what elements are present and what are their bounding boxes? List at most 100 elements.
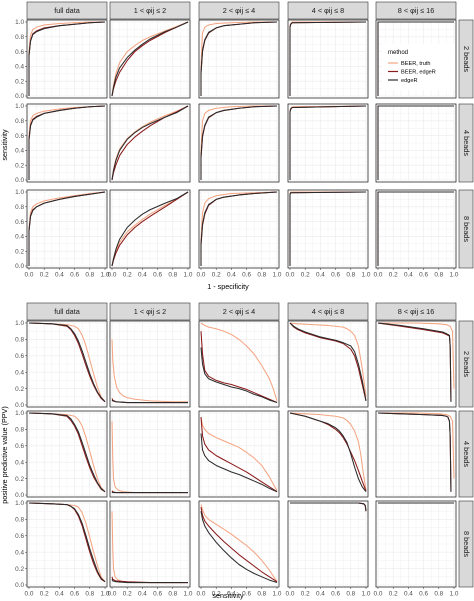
facet-strip-row-label: 8 beads <box>462 216 471 242</box>
facet-strip-col-label: 2 < φij ≤ 4 <box>223 307 255 316</box>
x-tick-label: 0.8 <box>434 591 443 598</box>
x-tick-label: 0.4 <box>404 591 413 598</box>
x-tick-label: 0.4 <box>227 272 236 279</box>
y-tick-label: 1.0 <box>15 189 24 196</box>
panel-border <box>287 189 369 269</box>
x-tick-label: 1.0 <box>184 591 193 598</box>
facet-strip-col-label: full data <box>54 307 80 316</box>
x-tick-label: 0.2 <box>301 272 310 279</box>
facet-strip-row <box>458 103 474 183</box>
y-tick-label: 0.4 <box>15 234 24 241</box>
series-line <box>111 339 188 403</box>
facet-strip-col <box>287 1 369 20</box>
facet-strip-col-label: 2 < φij ≤ 4 <box>223 6 255 15</box>
series-line <box>111 105 189 181</box>
facet-strip-col-label: 1 < φij ≤ 2 <box>134 307 166 316</box>
facet-strip-row <box>458 500 474 588</box>
y-tick-label: 0.2 <box>15 566 24 573</box>
facet-panel: 0.0 0.2 0.4 0.6 0.8 1.0 0.0 0.2 0.4 0.6 0.8 1.0 <box>15 500 110 597</box>
facet-panel: 0.0 0.2 0.4 0.6 0.8 1.0 <box>15 103 108 184</box>
series-line <box>28 502 106 583</box>
facet-panel <box>109 320 191 408</box>
series-line <box>289 322 367 397</box>
x-tick-label: 0.4 <box>316 272 325 279</box>
x-tick-label: 0.6 <box>70 591 79 598</box>
x-tick-label: 0.6 <box>331 591 340 598</box>
series-line <box>111 21 189 97</box>
facet-panel <box>375 410 457 498</box>
y-tick-label: 0.8 <box>15 34 24 41</box>
panel-border <box>198 500 280 588</box>
series-line <box>200 105 277 180</box>
panel-border <box>26 103 108 183</box>
series-line <box>289 322 367 402</box>
x-tick-label: 0.2 <box>301 591 310 598</box>
y-axis-title: positive predictive value (PPV) <box>0 406 9 503</box>
series-line <box>111 191 189 267</box>
panel-border <box>109 19 191 99</box>
x-tick-label: 0.8 <box>257 272 266 279</box>
facet-panel <box>198 320 280 408</box>
x-tick-label: 0.0 <box>374 591 383 598</box>
y-tick-label: 0.4 <box>15 64 24 71</box>
series-line <box>200 347 278 404</box>
facet-panel <box>198 19 280 99</box>
panel-border <box>26 320 108 408</box>
x-tick-label: 0.2 <box>212 272 221 279</box>
x-tick-label: 0.4 <box>316 591 325 598</box>
x-tick-label: 0.2 <box>389 272 398 279</box>
y-tick-label: 0.4 <box>15 549 24 556</box>
panel-border <box>109 500 191 588</box>
x-tick-label: 0.6 <box>419 272 428 279</box>
series-line <box>200 417 278 493</box>
panel-border <box>375 500 457 588</box>
y-tick-label: 1.0 <box>15 500 24 507</box>
y-tick-label: 0.4 <box>15 459 24 466</box>
x-tick-label: 0.4 <box>138 591 147 598</box>
facet-strip-row <box>458 19 474 99</box>
y-tick-label: 0.2 <box>15 162 24 169</box>
facet-panel: 0.0 0.2 0.4 0.6 0.8 1.0 <box>108 189 193 279</box>
facet-strip-col-label: full data <box>54 6 80 15</box>
facet-strip-col <box>26 302 108 321</box>
x-axis-title: 1 - specificity <box>207 282 249 291</box>
x-tick-label: 0.2 <box>123 591 132 598</box>
x-tick-label: 0.8 <box>168 591 177 598</box>
y-tick-label: 0.0 <box>15 582 24 589</box>
x-tick-label: 0.8 <box>85 591 94 598</box>
series-line <box>377 105 454 180</box>
series-line <box>28 105 106 180</box>
panel-border <box>287 103 369 183</box>
facet-strip-col-label: 8 < φij ≤ 16 <box>398 307 435 316</box>
series-line <box>28 322 106 403</box>
facet-strip-col <box>109 302 191 321</box>
facet-panel: 0.0 0.2 0.4 0.6 0.8 1.0 <box>108 500 193 598</box>
x-tick-label: 0.4 <box>404 272 413 279</box>
legend-title: method <box>388 50 408 56</box>
y-tick-label: 0.2 <box>15 78 24 85</box>
series-line <box>200 417 278 492</box>
series-line <box>377 21 454 96</box>
panel-border <box>198 19 280 99</box>
legend-box <box>382 44 455 90</box>
facet-strip-col <box>198 302 280 321</box>
x-tick-label: 0.8 <box>434 272 443 279</box>
x-tick-label: 1.0 <box>273 591 282 598</box>
y-tick-label: 0.6 <box>15 353 24 360</box>
series-line <box>377 322 452 402</box>
x-tick-label: 0.2 <box>40 591 49 598</box>
facet-panel: 0.0 0.2 0.4 0.6 0.8 1.0 <box>197 500 282 598</box>
x-tick-label: 1.0 <box>184 272 193 279</box>
facet-strip-col <box>375 1 457 20</box>
panel-border <box>26 189 108 269</box>
y-tick-label: 0.8 <box>15 427 24 434</box>
series-line <box>111 491 188 494</box>
x-tick-label: 0.6 <box>242 272 251 279</box>
legend-entry-label: edgeR <box>401 78 417 84</box>
facet-panel <box>287 320 369 408</box>
series-line <box>200 511 278 584</box>
facet-panel: 0.0 0.2 0.4 0.6 0.8 1.0 <box>374 189 459 279</box>
legend: method BEER, truth BEER, edgeR edgeR <box>382 44 455 90</box>
legend-entry-label: BEER, edgeR <box>401 70 436 76</box>
x-tick-label: 0.8 <box>85 272 94 279</box>
